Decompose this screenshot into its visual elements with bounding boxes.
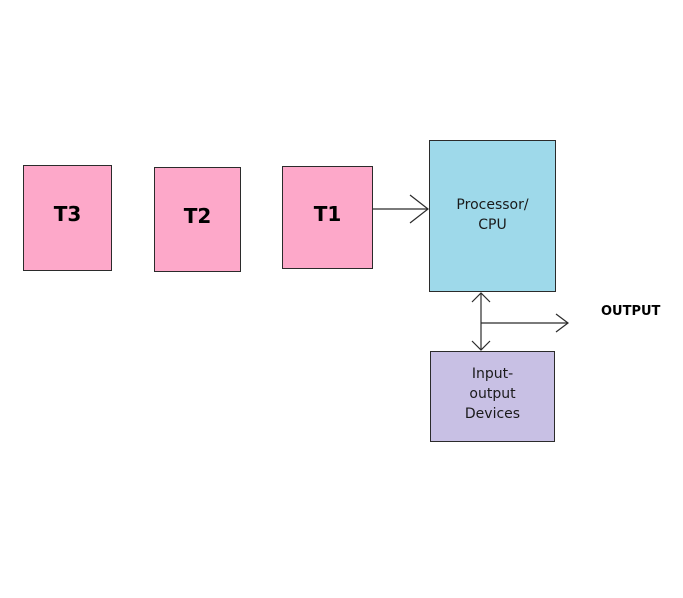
task-t1-box: T1: [282, 166, 373, 269]
task-t2-label: T2: [183, 203, 212, 228]
task-t2-box: T2: [154, 167, 241, 272]
processor-cpu-box: Processor/ CPU: [429, 140, 556, 292]
cpu-io-up-arrowhead: [471, 292, 491, 303]
task-t1-label: T1: [313, 201, 342, 226]
io-devices-label: Input- output Devices: [464, 366, 521, 422]
cpu-io-down-arrowhead: [471, 340, 491, 351]
processor-cpu-label: Processor/ CPU: [456, 197, 529, 233]
task-t3-box: T3: [23, 165, 112, 271]
task-t3-label: T3: [53, 202, 82, 226]
output-label: OUTPUT: [601, 304, 661, 319]
output-arrowhead: [555, 313, 569, 333]
io-devices-box: Input- output Devices: [430, 351, 555, 442]
t1-to-cpu-arrowhead: [409, 194, 429, 224]
